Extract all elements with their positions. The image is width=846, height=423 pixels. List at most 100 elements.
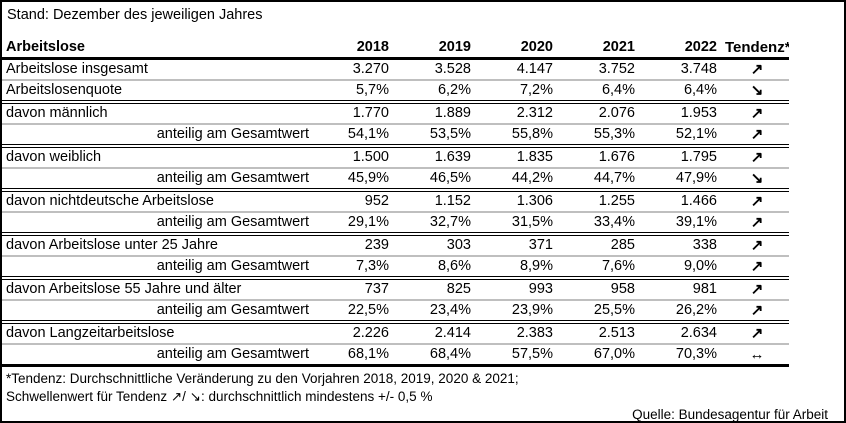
tendenz-arrow: ↗ bbox=[725, 278, 789, 301]
tendenz-arrow: ↗ bbox=[725, 190, 789, 213]
value-cell: 33,4% bbox=[561, 212, 643, 236]
value-cell: 5,7% bbox=[315, 80, 397, 104]
value-cell: 2.513 bbox=[561, 322, 643, 345]
value-cell: 981 bbox=[643, 278, 725, 301]
value-cell: 993 bbox=[479, 278, 561, 301]
value-cell: 44,2% bbox=[479, 168, 561, 192]
value-cell: 8,9% bbox=[479, 256, 561, 280]
table-row: anteilig am Gesamtwert 22,5% 23,4% 23,9% 25,… bbox=[2, 300, 789, 324]
row-sublabel: anteilig am Gesamtwert bbox=[2, 168, 315, 192]
value-cell: 46,5% bbox=[397, 168, 479, 192]
value-cell: 1.466 bbox=[643, 190, 725, 213]
table-header: Arbeitslose 2018 2019 2020 2021 2022 Ten… bbox=[2, 38, 789, 60]
value-cell: 2.634 bbox=[643, 322, 725, 345]
value-cell: 29,1% bbox=[315, 212, 397, 236]
value-cell: 1.639 bbox=[397, 146, 479, 169]
value-cell: 32,7% bbox=[397, 212, 479, 236]
value-cell: 1.770 bbox=[315, 102, 397, 125]
tendenz-arrow: ↘ bbox=[725, 168, 789, 192]
value-cell: 371 bbox=[479, 234, 561, 257]
value-cell: 26,2% bbox=[643, 300, 725, 324]
value-cell: 9,0% bbox=[643, 256, 725, 280]
value-cell: 2.312 bbox=[479, 102, 561, 125]
value-cell: 7,2% bbox=[479, 80, 561, 104]
value-cell: 1.889 bbox=[397, 102, 479, 125]
value-cell: 2.414 bbox=[397, 322, 479, 345]
table-row: davon weiblich 1.500 1.639 1.835 1.676 1.795 ↗ bbox=[2, 146, 789, 169]
value-cell: 1.953 bbox=[643, 102, 725, 125]
tendenz-arrow: ↗ bbox=[725, 124, 789, 148]
row-label: davon nichtdeutsche Arbeitslose bbox=[2, 190, 315, 213]
value-cell: 3.748 bbox=[643, 58, 725, 81]
tendenz-arrow: ↗ bbox=[725, 146, 789, 169]
col-header-2021: 2021 bbox=[561, 38, 643, 60]
value-cell: 1.152 bbox=[397, 190, 479, 213]
footnote-threshold: Schwellenwert für Tendenz ↗/ ↘: durchsch… bbox=[6, 389, 433, 404]
row-sublabel: anteilig am Gesamtwert bbox=[2, 212, 315, 236]
value-cell: 3.270 bbox=[315, 58, 397, 81]
value-cell: 2.226 bbox=[315, 322, 397, 345]
col-header-tendenz: Tendenz* bbox=[725, 38, 789, 60]
value-cell: 2.076 bbox=[561, 102, 643, 125]
table-row: davon Arbeitslose 55 Jahre und älter 737 8… bbox=[2, 278, 789, 301]
tendenz-arrow: ↘ bbox=[725, 80, 789, 104]
value-cell: 8,6% bbox=[397, 256, 479, 280]
tendenz-arrow: ↗ bbox=[725, 234, 789, 257]
table-row: anteilig am Gesamtwert 29,1% 32,7% 31,5% 33,… bbox=[2, 212, 789, 236]
value-cell: 6,4% bbox=[643, 80, 725, 104]
table-row: Arbeitslosenquote 5,7% 6,2% 7,2% 6,4% 6,4% ↘ bbox=[2, 80, 789, 104]
table-row: anteilig am Gesamtwert 54,1% 53,5% 55,8% 55,… bbox=[2, 124, 789, 148]
value-cell: 958 bbox=[561, 278, 643, 301]
table-row: anteilig am Gesamtwert 45,9% 46,5% 44,2% 44,… bbox=[2, 168, 789, 192]
unemployment-table: Arbeitslose 2018 2019 2020 2021 2022 Ten… bbox=[2, 38, 789, 367]
value-cell: 4.147 bbox=[479, 58, 561, 81]
row-label: davon Langzeitarbeitslose bbox=[2, 322, 315, 345]
value-cell: 1.500 bbox=[315, 146, 397, 169]
value-cell: 6,4% bbox=[561, 80, 643, 104]
value-cell: 338 bbox=[643, 234, 725, 257]
value-cell: 1.306 bbox=[479, 190, 561, 213]
value-cell: 23,9% bbox=[479, 300, 561, 324]
value-cell: 825 bbox=[397, 278, 479, 301]
table-body: Arbeitslose insgesamt 3.270 3.528 4.147 3.75… bbox=[2, 58, 789, 367]
row-label: davon Arbeitslose 55 Jahre und älter bbox=[2, 278, 315, 301]
value-cell: 55,8% bbox=[479, 124, 561, 148]
row-sublabel: anteilig am Gesamtwert bbox=[2, 344, 315, 367]
col-header-2018: 2018 bbox=[315, 38, 397, 60]
value-cell: 47,9% bbox=[643, 168, 725, 192]
value-cell: 25,5% bbox=[561, 300, 643, 324]
value-cell: 68,4% bbox=[397, 344, 479, 367]
source-attribution: Quelle: Bundesagentur für Arbeit bbox=[632, 407, 828, 422]
value-cell: 3.752 bbox=[561, 58, 643, 81]
value-cell: 952 bbox=[315, 190, 397, 213]
value-cell: 1.676 bbox=[561, 146, 643, 169]
value-cell: 3.528 bbox=[397, 58, 479, 81]
col-header-arbeitslose: Arbeitslose bbox=[2, 38, 315, 60]
value-cell: 57,5% bbox=[479, 344, 561, 367]
value-cell: 70,3% bbox=[643, 344, 725, 367]
table-row: davon nichtdeutsche Arbeitslose 952 1.152 1… bbox=[2, 190, 789, 213]
value-cell: 2.383 bbox=[479, 322, 561, 345]
row-label: Arbeitslose insgesamt bbox=[2, 58, 315, 81]
tendenz-arrow: ↗ bbox=[725, 300, 789, 324]
col-header-2022: 2022 bbox=[643, 38, 725, 60]
tendenz-arrow: ↗ bbox=[725, 322, 789, 345]
value-cell: 53,5% bbox=[397, 124, 479, 148]
table-row: davon Arbeitslose unter 25 Jahre 239 303 37… bbox=[2, 234, 789, 257]
value-cell: 55,3% bbox=[561, 124, 643, 148]
value-cell: 44,7% bbox=[561, 168, 643, 192]
value-cell: 1.835 bbox=[479, 146, 561, 169]
row-label: davon Arbeitslose unter 25 Jahre bbox=[2, 234, 315, 257]
row-sublabel: anteilig am Gesamtwert bbox=[2, 124, 315, 148]
value-cell: 45,9% bbox=[315, 168, 397, 192]
value-cell: 1.255 bbox=[561, 190, 643, 213]
value-cell: 239 bbox=[315, 234, 397, 257]
row-label: Arbeitslosenquote bbox=[2, 80, 315, 104]
table-row: davon Langzeitarbeitslose 2.226 2.414 2.383… bbox=[2, 322, 789, 345]
footnote-tendenz-definition: *Tendenz: Durchschnittliche Veränderung … bbox=[6, 371, 519, 386]
row-label: davon weiblich bbox=[2, 146, 315, 169]
row-sublabel: anteilig am Gesamtwert bbox=[2, 256, 315, 280]
table-row: Arbeitslose insgesamt 3.270 3.528 4.147 3.75… bbox=[2, 58, 789, 81]
value-cell: 6,2% bbox=[397, 80, 479, 104]
